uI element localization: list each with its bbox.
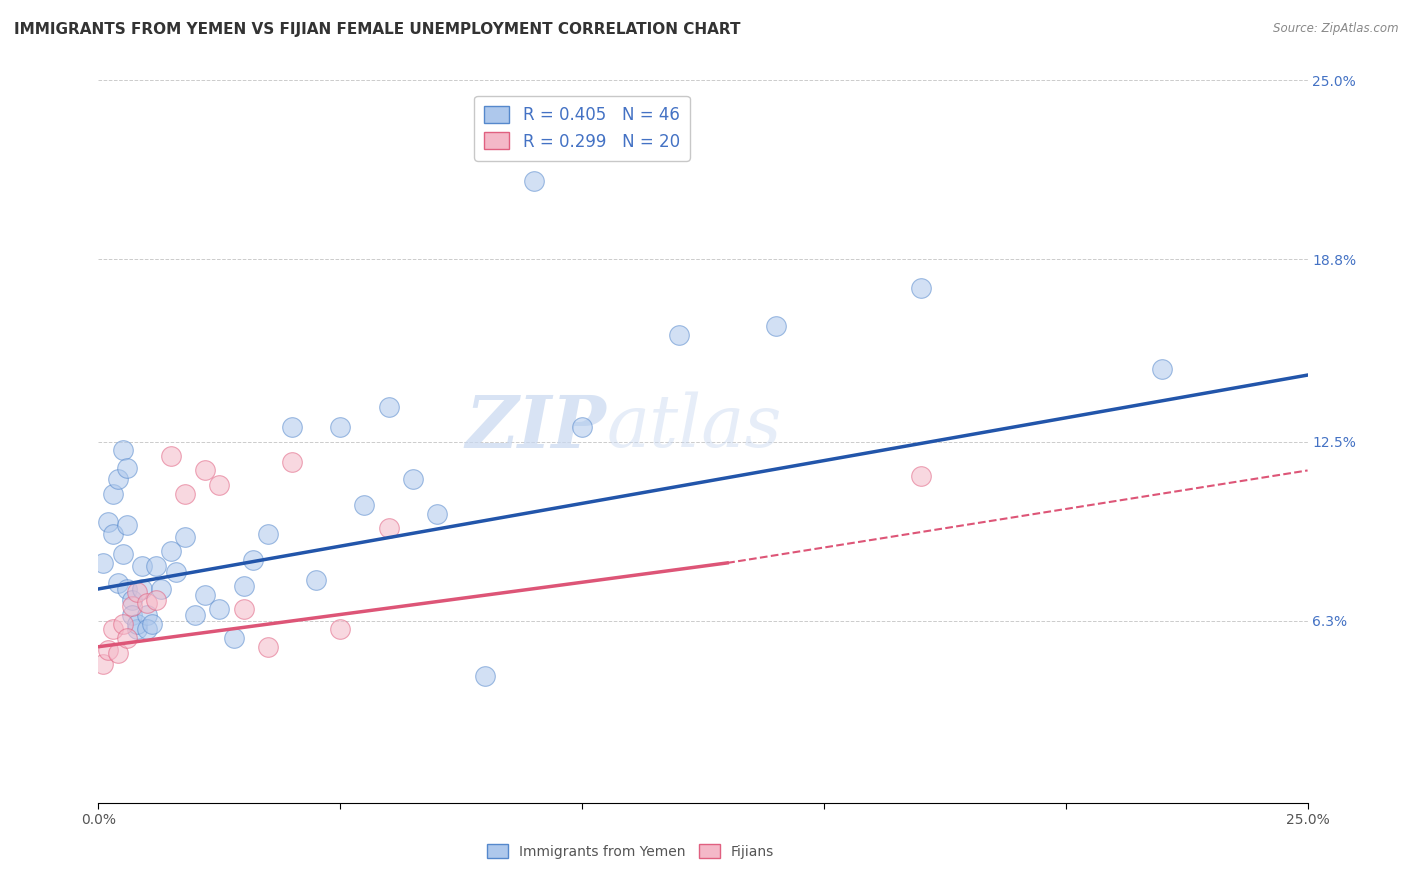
Point bbox=[127, 623, 149, 637]
Point bbox=[117, 582, 139, 596]
Point bbox=[141, 616, 163, 631]
Text: atlas: atlas bbox=[606, 392, 782, 462]
Point bbox=[194, 463, 217, 477]
Point bbox=[135, 596, 157, 610]
Point bbox=[474, 668, 496, 682]
Point bbox=[117, 518, 139, 533]
Text: IMMIGRANTS FROM YEMEN VS FIJIAN FEMALE UNEMPLOYMENT CORRELATION CHART: IMMIGRANTS FROM YEMEN VS FIJIAN FEMALE U… bbox=[14, 22, 741, 37]
Point bbox=[1152, 362, 1174, 376]
Point bbox=[232, 602, 254, 616]
Point bbox=[377, 521, 399, 535]
Point bbox=[402, 472, 425, 486]
Point bbox=[184, 607, 207, 622]
Text: Source: ZipAtlas.com: Source: ZipAtlas.com bbox=[1274, 22, 1399, 36]
Point bbox=[194, 588, 217, 602]
Point bbox=[160, 544, 183, 558]
Point bbox=[353, 498, 375, 512]
Point bbox=[111, 547, 134, 561]
Point bbox=[256, 527, 278, 541]
Point bbox=[97, 642, 120, 657]
Point bbox=[91, 657, 114, 671]
Point bbox=[523, 174, 546, 188]
Point bbox=[91, 556, 114, 570]
Point bbox=[160, 449, 183, 463]
Point bbox=[150, 582, 173, 596]
Point bbox=[101, 623, 124, 637]
Point bbox=[242, 553, 264, 567]
Point bbox=[135, 623, 157, 637]
Point bbox=[117, 631, 139, 645]
Point bbox=[305, 574, 328, 588]
Text: ZIP: ZIP bbox=[465, 392, 606, 463]
Point bbox=[135, 607, 157, 622]
Point bbox=[668, 327, 690, 342]
Point bbox=[111, 443, 134, 458]
Point bbox=[329, 623, 352, 637]
Point bbox=[765, 318, 787, 333]
Point bbox=[121, 599, 143, 614]
Point bbox=[107, 576, 129, 591]
Point bbox=[208, 602, 231, 616]
Point bbox=[97, 516, 120, 530]
Point bbox=[127, 616, 149, 631]
Point bbox=[107, 646, 129, 660]
Point bbox=[910, 281, 932, 295]
Point bbox=[131, 558, 153, 573]
Point bbox=[145, 558, 167, 573]
Point bbox=[101, 486, 124, 500]
Point bbox=[107, 472, 129, 486]
Point bbox=[165, 565, 187, 579]
Point bbox=[174, 530, 197, 544]
Point bbox=[329, 420, 352, 434]
Point bbox=[222, 631, 245, 645]
Point bbox=[571, 420, 593, 434]
Point bbox=[256, 640, 278, 654]
Point bbox=[232, 579, 254, 593]
Legend: Immigrants from Yemen, Fijians: Immigrants from Yemen, Fijians bbox=[481, 838, 780, 864]
Point bbox=[121, 607, 143, 622]
Point bbox=[174, 486, 197, 500]
Point bbox=[101, 527, 124, 541]
Point bbox=[131, 582, 153, 596]
Point bbox=[910, 469, 932, 483]
Point bbox=[281, 420, 304, 434]
Point bbox=[117, 460, 139, 475]
Point bbox=[426, 507, 449, 521]
Point bbox=[281, 455, 304, 469]
Point bbox=[127, 584, 149, 599]
Point bbox=[208, 478, 231, 492]
Point bbox=[377, 400, 399, 414]
Point bbox=[111, 616, 134, 631]
Point bbox=[145, 593, 167, 607]
Point bbox=[121, 593, 143, 607]
